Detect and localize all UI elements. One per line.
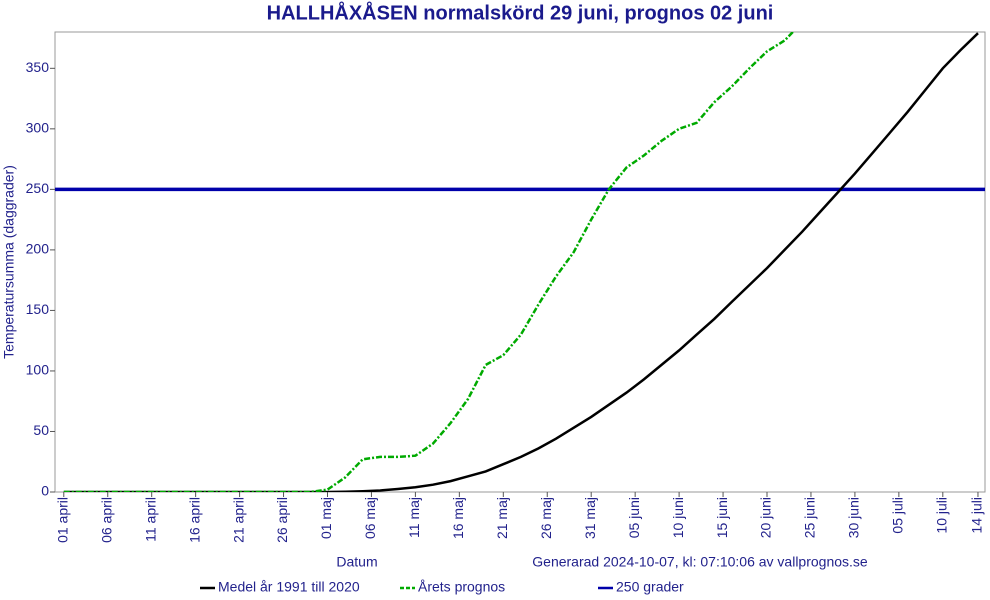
x-tick-label: 14 juli <box>969 497 985 534</box>
x-axis-label: Datum <box>336 554 377 570</box>
series-line <box>63 32 979 492</box>
y-tick-label: 350 <box>26 59 50 75</box>
x-tick-label: 11 maj <box>406 497 422 538</box>
x-tick-label: 25 juni <box>802 497 818 538</box>
x-tick-label: 15 juni <box>714 497 730 538</box>
x-tick-label: 21 maj <box>494 497 510 539</box>
x-tick-label: 26 april <box>274 497 290 543</box>
x-tick-label: 05 juli <box>890 497 906 534</box>
y-tick-label: 0 <box>41 483 49 499</box>
y-tick-label: 300 <box>26 120 50 136</box>
x-tick-label: 06 maj <box>362 497 378 539</box>
x-tick-label: 30 juni <box>846 497 862 538</box>
y-tick-label: 200 <box>26 241 50 257</box>
legend-label: Medel år 1991 till 2020 <box>218 579 360 595</box>
x-tick-label: 01 april <box>54 497 70 543</box>
x-tick-label: 10 juli <box>934 497 950 534</box>
x-tick-label: 06 april <box>98 497 114 543</box>
legend-label: Årets prognos <box>418 579 505 595</box>
y-tick-label: 100 <box>26 362 50 378</box>
x-tick-label: 21 april <box>230 497 246 543</box>
legend-label: 250 grader <box>616 579 684 595</box>
x-tick-label: 10 juni <box>670 497 686 538</box>
y-axis-label: Temperatursumma (daggrader) <box>1 165 17 359</box>
plot-frame <box>54 31 986 493</box>
x-tick-label: 11 april <box>142 497 158 542</box>
series-line <box>63 32 795 492</box>
y-tick-label: 50 <box>33 422 49 438</box>
x-tick-label: 26 maj <box>538 497 554 539</box>
x-tick-label: 20 juni <box>758 497 774 538</box>
x-tick-label: 16 april <box>186 497 202 543</box>
x-tick-label: 05 juni <box>626 497 642 538</box>
note: Generarad 2024-10-07, kl: 07:10:06 av va… <box>532 554 868 570</box>
x-tick-label: 31 maj <box>582 497 598 539</box>
x-tick-label: 16 maj <box>450 497 466 539</box>
y-tick-label: 150 <box>26 301 50 317</box>
plot-area <box>55 32 985 492</box>
y-tick-label: 250 <box>26 180 50 196</box>
chart-title: HALLHÅXÅSEN normalskörd 29 juni, prognos… <box>267 0 774 24</box>
x-tick-label: 01 maj <box>318 497 334 539</box>
